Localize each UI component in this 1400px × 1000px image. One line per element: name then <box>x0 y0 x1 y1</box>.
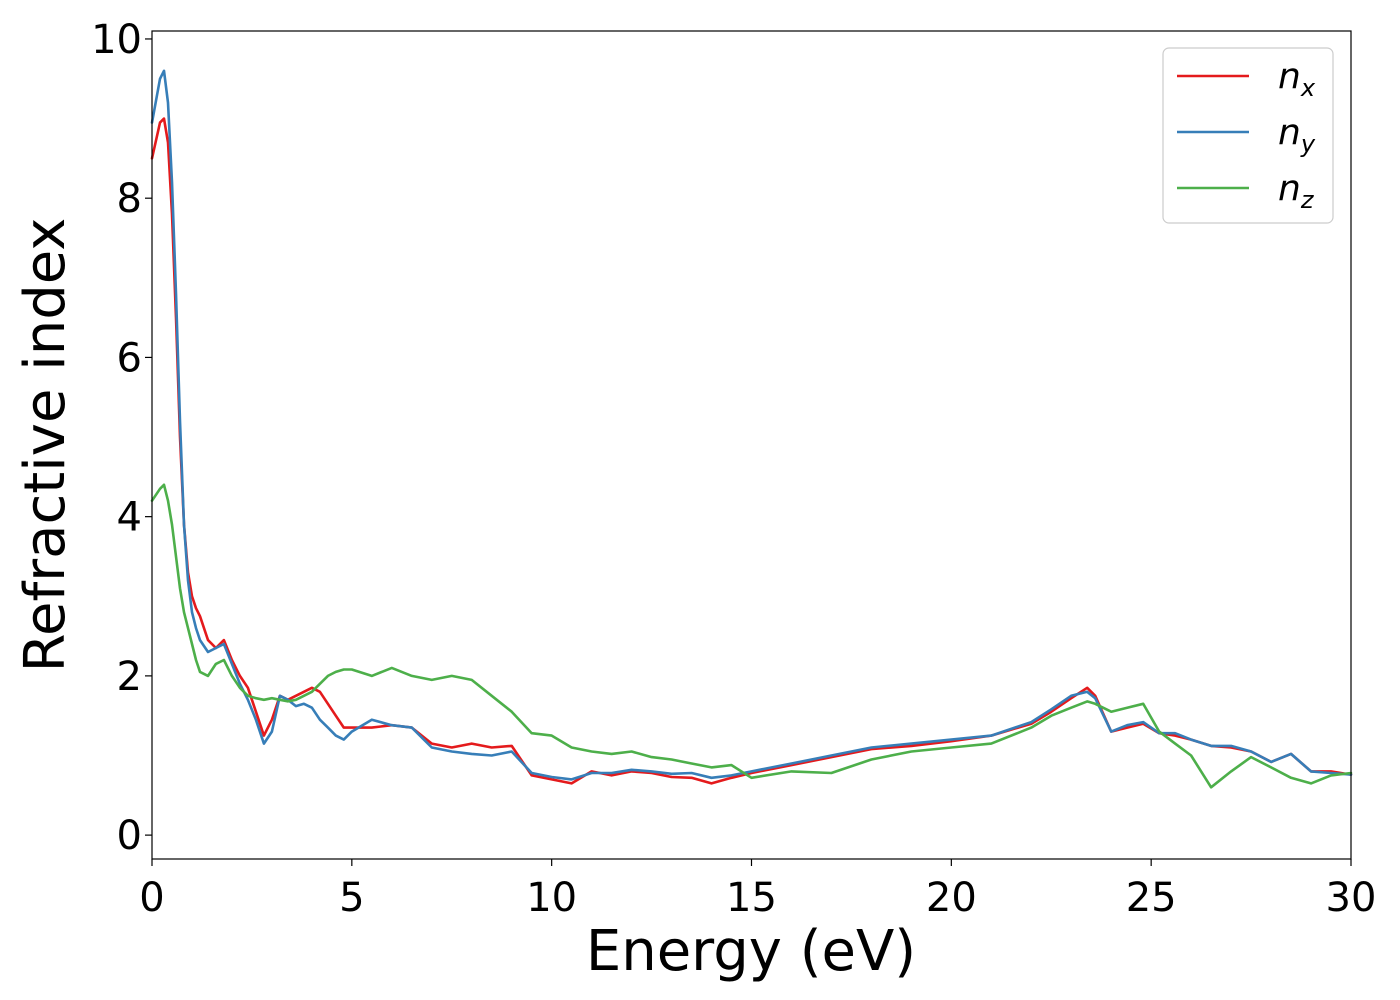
plot-area <box>152 31 1351 859</box>
legend-frame <box>1162 47 1334 224</box>
x-tick-label: 10 <box>526 875 577 921</box>
x-tick-label: 5 <box>339 875 364 921</box>
y-tick-label: 4 <box>117 495 142 541</box>
y-axis-title: Refractive index <box>13 218 78 673</box>
y-tick-label: 6 <box>117 335 142 381</box>
legend: nx ny nz <box>1162 47 1334 224</box>
y-tick-label: 8 <box>117 176 142 222</box>
y-tick-label: 10 <box>91 17 142 63</box>
x-tick-label: 0 <box>139 875 164 921</box>
x-tick-label: 15 <box>726 875 777 921</box>
y-ticks: 0 2 4 6 8 10 <box>91 17 152 859</box>
legend-label-nz: nz <box>1278 168 1315 214</box>
x-tick-label: 25 <box>1126 875 1177 921</box>
legend-entries: nx ny nz <box>1177 56 1316 214</box>
x-tick-label: 30 <box>1326 875 1377 921</box>
series-line-nz <box>150 483 1353 789</box>
x-ticks: 0 5 10 15 20 25 30 <box>139 859 1376 921</box>
y-tick-label: 0 <box>117 813 142 859</box>
series-layer <box>150 69 1353 789</box>
x-axis-title: Energy (eV) <box>586 919 916 984</box>
x-tick-label: 20 <box>926 875 977 921</box>
legend-label-nx: nx <box>1278 56 1316 102</box>
legend-label-ny: ny <box>1278 112 1316 158</box>
y-tick-label: 2 <box>117 654 142 700</box>
series-line-ny <box>150 69 1353 781</box>
